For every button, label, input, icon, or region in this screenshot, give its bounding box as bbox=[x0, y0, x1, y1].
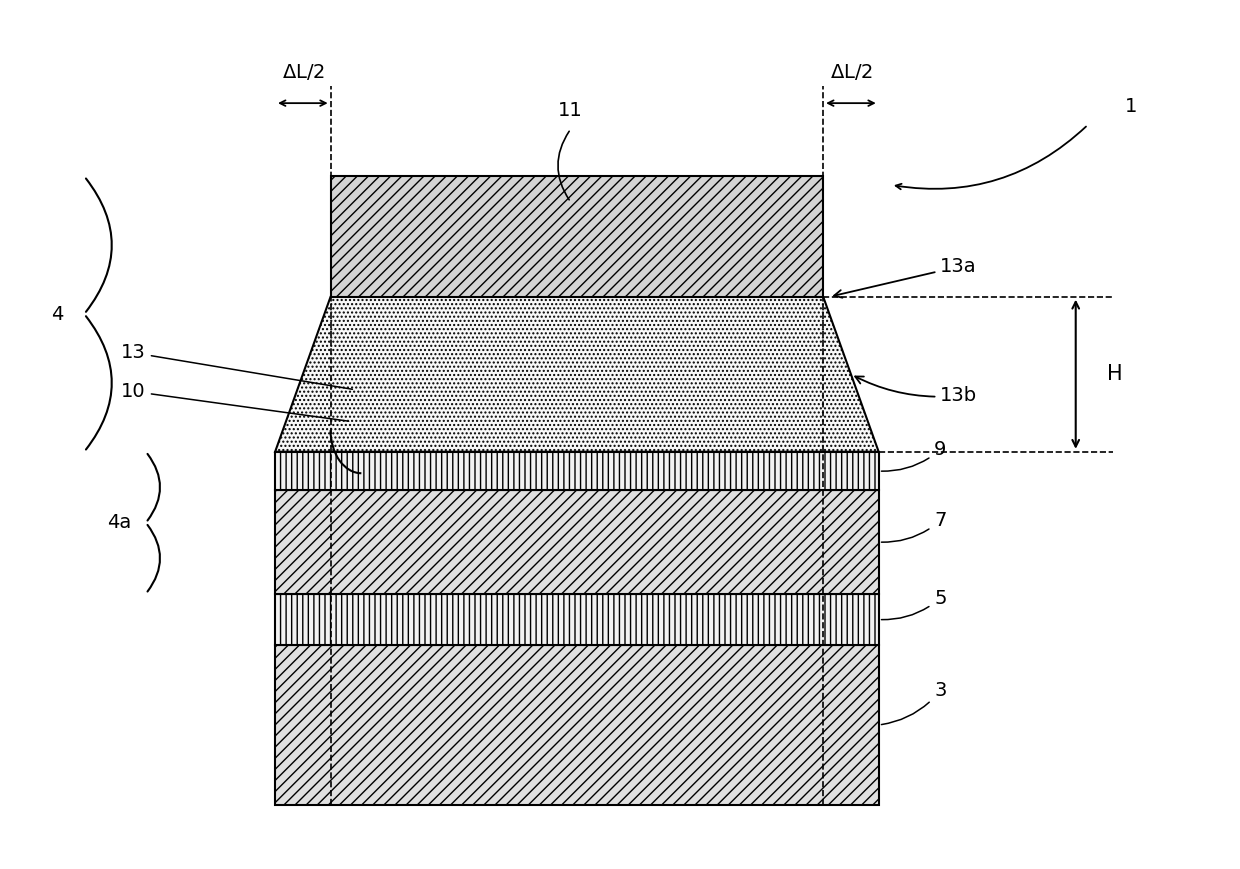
Bar bbox=[275, 594, 879, 646]
Text: 13a: 13a bbox=[835, 257, 977, 298]
Text: 4a: 4a bbox=[107, 514, 131, 532]
Text: 1: 1 bbox=[1125, 97, 1137, 116]
Text: H: H bbox=[1106, 364, 1122, 384]
Bar bbox=[275, 646, 879, 805]
Bar bbox=[275, 490, 879, 594]
Text: 10: 10 bbox=[122, 382, 348, 421]
Text: 13b: 13b bbox=[856, 376, 977, 405]
Text: $\Delta$L/2: $\Delta$L/2 bbox=[830, 62, 872, 82]
Text: $\Delta$L/2: $\Delta$L/2 bbox=[281, 62, 324, 82]
Text: 4: 4 bbox=[51, 304, 63, 323]
Polygon shape bbox=[275, 297, 879, 452]
Bar bbox=[275, 452, 879, 490]
Text: 3: 3 bbox=[882, 681, 946, 725]
Bar bbox=[331, 176, 823, 297]
Text: 9: 9 bbox=[882, 440, 946, 471]
Text: 13: 13 bbox=[122, 343, 352, 389]
Text: 7: 7 bbox=[882, 511, 946, 542]
Text: 11: 11 bbox=[558, 102, 583, 121]
Text: 5: 5 bbox=[882, 588, 946, 620]
